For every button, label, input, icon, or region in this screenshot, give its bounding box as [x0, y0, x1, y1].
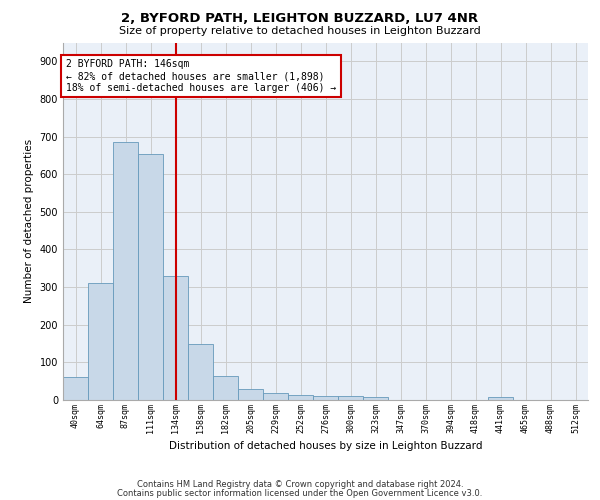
- Bar: [488, 397, 513, 400]
- Bar: [363, 398, 388, 400]
- Bar: [188, 344, 213, 400]
- Bar: [113, 142, 138, 400]
- Bar: [138, 154, 163, 400]
- X-axis label: Distribution of detached houses by size in Leighton Buzzard: Distribution of detached houses by size …: [169, 441, 482, 451]
- Bar: [213, 376, 238, 400]
- Text: 2, BYFORD PATH, LEIGHTON BUZZARD, LU7 4NR: 2, BYFORD PATH, LEIGHTON BUZZARD, LU7 4N…: [121, 12, 479, 26]
- Bar: [88, 284, 113, 400]
- Bar: [263, 393, 288, 400]
- Text: 2 BYFORD PATH: 146sqm
← 82% of detached houses are smaller (1,898)
18% of semi-d: 2 BYFORD PATH: 146sqm ← 82% of detached …: [66, 60, 336, 92]
- Bar: [313, 396, 338, 400]
- Y-axis label: Number of detached properties: Number of detached properties: [24, 139, 34, 304]
- Bar: [238, 388, 263, 400]
- Text: Contains public sector information licensed under the Open Government Licence v3: Contains public sector information licen…: [118, 488, 482, 498]
- Text: Size of property relative to detached houses in Leighton Buzzard: Size of property relative to detached ho…: [119, 26, 481, 36]
- Bar: [63, 376, 88, 400]
- Text: Contains HM Land Registry data © Crown copyright and database right 2024.: Contains HM Land Registry data © Crown c…: [137, 480, 463, 489]
- Bar: [163, 276, 188, 400]
- Bar: [288, 396, 313, 400]
- Bar: [338, 396, 363, 400]
